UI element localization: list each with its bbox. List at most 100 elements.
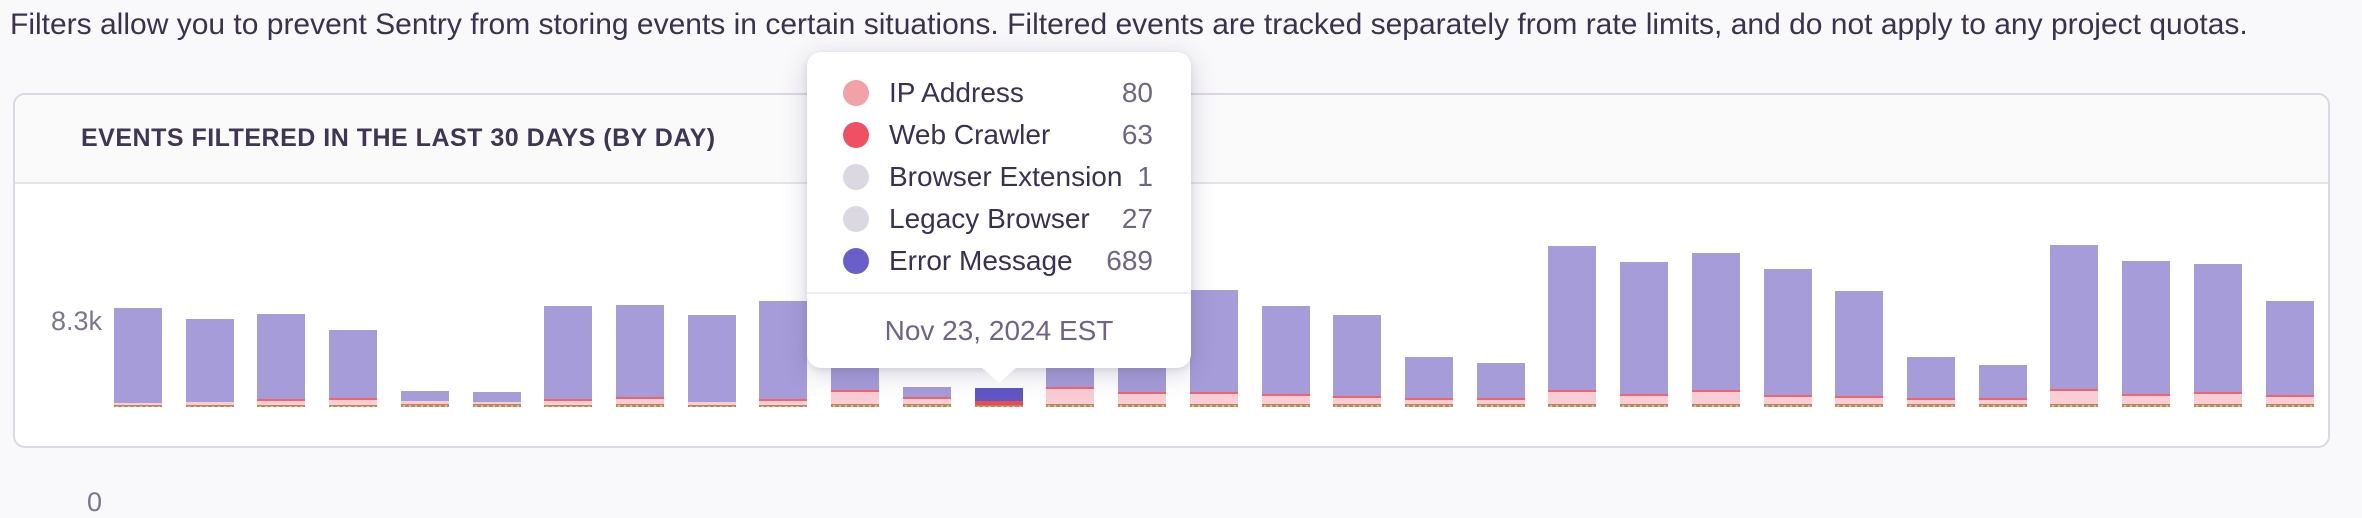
segment-web-crawler-line: [544, 399, 593, 401]
segment-ip-address: [1835, 398, 1884, 404]
segment-error-message: [114, 308, 162, 403]
segment-error-message: [1404, 357, 1453, 398]
segment-error-message: [1046, 367, 1095, 387]
segment-error-message: [329, 330, 378, 398]
bar-day[interactable]: [1261, 306, 1310, 407]
bar-day[interactable]: [1906, 357, 1955, 407]
bar-day[interactable]: [1835, 291, 1884, 407]
segment-web-crawler-line: [2050, 389, 2099, 391]
segment-error-message: [1476, 363, 1525, 398]
bar-day[interactable]: [1046, 367, 1095, 407]
segment-ip-address: [329, 400, 378, 405]
tooltip-series-value: 1: [1137, 161, 1153, 192]
bar-day[interactable]: [759, 301, 808, 407]
bar-day[interactable]: [1333, 315, 1382, 407]
segment-web-crawler: [1978, 404, 2027, 407]
segment-error-message: [974, 388, 1023, 401]
segment-web-crawler: [400, 404, 449, 407]
bar-day[interactable]: [2050, 245, 2099, 407]
bar-day[interactable]: [544, 306, 593, 407]
tooltip-series-label: Legacy Browser: [889, 203, 1090, 234]
bar-day[interactable]: [902, 387, 951, 407]
segment-web-crawler: [1333, 404, 1382, 407]
segment-ip-address: [2122, 396, 2171, 404]
segment-error-message: [759, 301, 808, 399]
bar-day[interactable]: [1620, 262, 1669, 407]
segment-web-crawler-line: [1978, 398, 2027, 400]
bar-day[interactable]: [2122, 261, 2171, 407]
segment-web-crawler: [759, 405, 808, 407]
segment-error-message: [616, 305, 665, 397]
segment-error-message: [1333, 315, 1382, 396]
segment-web-crawler: [1691, 404, 1740, 407]
segment-ip-address: [1691, 392, 1740, 404]
segment-error-message: [1189, 290, 1238, 392]
segment-ip-address: [472, 402, 521, 404]
segment-web-crawler: [1404, 404, 1453, 407]
segment-web-crawler: [1476, 404, 1525, 407]
segment-web-crawler-line: [902, 397, 951, 399]
segment-error-message: [1261, 306, 1310, 394]
segment-ip-address: [1118, 394, 1167, 404]
segment-error-message: [902, 387, 951, 397]
segment-ip-address: [400, 401, 449, 404]
segment-ip-address: [2193, 394, 2242, 404]
segment-web-crawler: [831, 404, 880, 407]
segment-ip-address: [1189, 394, 1238, 404]
bar-day[interactable]: [2193, 264, 2242, 407]
segment-web-crawler: [2193, 404, 2242, 407]
tooltip-date: Nov 23, 2024 EST: [807, 292, 1191, 368]
tooltip-row: Browser Extension 1: [843, 156, 1153, 198]
chart-tooltip: IP Address 80 Web Crawler 63 Browser Extensi…: [807, 52, 1191, 383]
segment-error-message: [2050, 245, 2099, 389]
bar-day[interactable]: [616, 305, 665, 407]
filters-description: Filters allow you to prevent Sentry from…: [10, 8, 2248, 41]
bar-day[interactable]: [472, 392, 521, 407]
segment-web-crawler-line: [2122, 394, 2171, 396]
segment-web-crawler: [1906, 404, 1955, 407]
segment-web-crawler: [974, 405, 1023, 407]
bar-day[interactable]: [1763, 269, 1812, 407]
tooltip-series-value: 63: [1121, 119, 1153, 150]
bar-day[interactable]: [687, 315, 736, 407]
tooltip-row: Error Message 689: [843, 240, 1153, 282]
bar-day[interactable]: [1978, 365, 2027, 407]
segment-web-crawler-line: [1189, 392, 1238, 394]
segment-ip-address: [1978, 400, 2027, 404]
segment-ip-address: [185, 402, 234, 405]
bar-day[interactable]: [1691, 253, 1740, 407]
segment-web-crawler: [257, 405, 306, 407]
bar-day[interactable]: [329, 330, 378, 407]
tooltip-series-value: 80: [1121, 77, 1153, 108]
segment-web-crawler-line: [616, 397, 665, 399]
segment-ip-address: [1620, 396, 1669, 404]
segment-web-crawler: [1548, 404, 1597, 407]
bar-day[interactable]: [1189, 290, 1238, 407]
bar-day[interactable]: [114, 308, 162, 407]
bar-day[interactable]: [185, 319, 234, 407]
segment-ip-address: [1404, 400, 1453, 404]
segment-web-crawler: [114, 405, 162, 407]
segment-web-crawler-line: [1548, 390, 1597, 392]
bar-day[interactable]: [257, 314, 306, 407]
segment-ip-address: [2265, 397, 2314, 404]
y-axis-zero-label: 0: [86, 487, 102, 517]
segment-web-crawler: [2050, 404, 2099, 407]
segment-ip-address: [1906, 400, 1955, 404]
segment-web-crawler-line: [1691, 390, 1740, 392]
tooltip-series-value: 27: [1121, 203, 1153, 234]
bar-day-highlighted[interactable]: [974, 388, 1023, 407]
bar-day[interactable]: [2265, 301, 2314, 407]
bar-day[interactable]: [1404, 357, 1453, 407]
segment-ip-address: [1046, 389, 1095, 404]
bar-day[interactable]: [1476, 363, 1525, 407]
tooltip-row: Legacy Browser 27: [843, 198, 1153, 240]
bar-day[interactable]: [1548, 246, 1597, 407]
tooltip-series-label: IP Address: [889, 77, 1024, 108]
bar-day[interactable]: [400, 391, 449, 407]
segment-ip-address: [1261, 396, 1310, 404]
segment-web-crawler: [1046, 404, 1095, 407]
segment-web-crawler: [616, 404, 665, 407]
segment-web-crawler-line: [329, 398, 378, 400]
y-axis-max-label: 8.3k: [50, 306, 102, 336]
